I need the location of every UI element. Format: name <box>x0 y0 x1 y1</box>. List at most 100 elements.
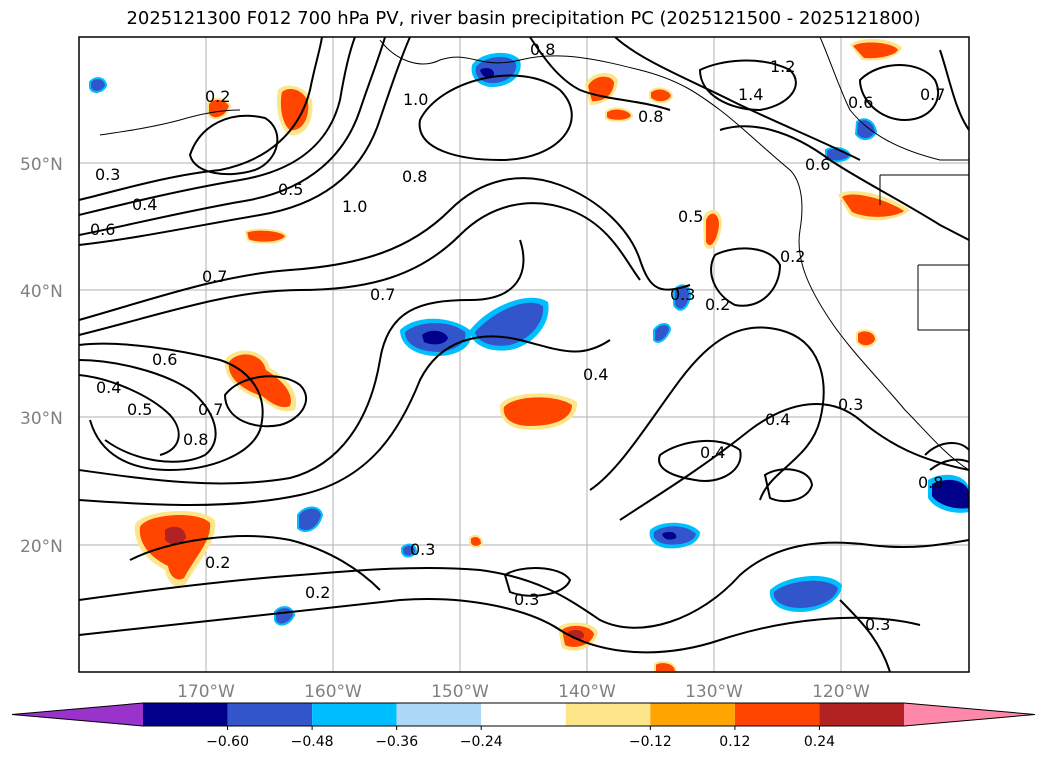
contour-label: 1.0 <box>342 197 367 216</box>
colorbar-tick-label: −0.24 <box>460 734 503 750</box>
positive-anomaly-blob <box>134 510 216 587</box>
negative-anomaly-blob <box>401 543 418 558</box>
contour-label: 0.6 <box>805 155 830 174</box>
colorbar-tick-label: 0.12 <box>719 734 750 750</box>
contour-label: 0.7 <box>202 267 227 286</box>
contour-label: 0.4 <box>700 443 725 462</box>
positive-anomaly-blob <box>850 38 902 61</box>
negative-anomaly-blob <box>470 297 549 351</box>
contour-label: 0.6 <box>152 350 177 369</box>
contour-label: 0.8 <box>638 107 663 126</box>
lon-label: 150°W <box>431 682 489 702</box>
contour-label: 0.3 <box>865 615 890 634</box>
positive-anomaly-blob <box>244 228 288 244</box>
colorbar-tick-label: −0.60 <box>206 734 249 750</box>
contour-label: 1.0 <box>403 90 428 109</box>
contour-label: 0.4 <box>583 365 608 384</box>
colorbar-tick-label: −0.12 <box>629 734 672 750</box>
positive-anomaly-blob <box>469 535 484 548</box>
positive-anomaly-blob <box>649 87 674 104</box>
contour-label: 0.3 <box>410 540 435 559</box>
lon-label: 160°W <box>304 682 362 702</box>
positive-anomaly-blob <box>856 329 878 348</box>
contour-label: 0.3 <box>670 285 695 304</box>
colorbar-tick-label: −0.36 <box>375 734 418 750</box>
negative-anomaly-blob <box>297 506 324 533</box>
contour-label: 0.8 <box>918 473 943 492</box>
negative-anomaly-blob <box>854 118 878 140</box>
contour-label: 0.5 <box>127 400 152 419</box>
positive-anomaly-blob <box>838 190 910 221</box>
pv-contours <box>78 36 970 673</box>
negative-anomaly-blob <box>928 474 969 513</box>
contour-label: 0.3 <box>514 590 539 609</box>
colorbar-cell <box>565 703 651 726</box>
map-frame <box>78 36 970 673</box>
contour-label: 0.4 <box>132 195 157 214</box>
positive-anomaly-blob <box>276 85 313 136</box>
contour-label: 0.5 <box>278 180 303 199</box>
contour-label: 0.3 <box>95 165 120 184</box>
colorbar-tick-label: 0.24 <box>804 734 835 750</box>
latitude-labels: 50°N 40°N 30°N 20°N <box>20 155 63 557</box>
map-panel: 0.2 0.8 1.0 1.2 1.4 0.6 0.7 0.8 0.3 0.4 … <box>78 36 970 673</box>
colorbar-extend-low <box>12 703 143 726</box>
positive-anomaly-blob <box>499 393 578 430</box>
negative-anomaly-blob <box>653 323 672 343</box>
contour-label: 0.6 <box>90 220 115 239</box>
contour-label: 0.3 <box>838 395 863 414</box>
map-title: 2025121300 F012 700 hPa PV, river basin … <box>126 8 921 29</box>
contour-label: 0.2 <box>705 295 730 314</box>
positive-anomaly-blob <box>224 350 297 412</box>
lat-label: 20°N <box>20 537 63 557</box>
contour-label: 0.8 <box>402 167 427 186</box>
lon-label: 170°W <box>177 682 235 702</box>
contour-label: 0.4 <box>765 410 790 429</box>
colorbar-cell <box>227 703 313 726</box>
contour-label: 1.2 <box>770 57 795 76</box>
contour-label: 0.8 <box>183 430 208 449</box>
colorbar-cell <box>481 703 566 726</box>
negative-anomaly-blob <box>769 575 842 612</box>
lon-label: 130°W <box>685 682 743 702</box>
lat-label: 30°N <box>20 409 63 429</box>
colorbar-cell <box>734 703 820 726</box>
colorbar-cell <box>650 703 735 726</box>
contour-labels: 0.2 0.8 1.0 1.2 1.4 0.6 0.7 0.8 0.3 0.4 … <box>90 40 945 634</box>
lon-label: 140°W <box>558 682 616 702</box>
colorbar: −0.60 −0.48 −0.36 −0.24 −0.12 0.12 0.24 <box>11 702 1036 750</box>
positive-anomaly-blob <box>605 107 634 122</box>
contour-label: 1.4 <box>738 85 763 104</box>
contour-label: 0.7 <box>370 285 395 304</box>
coastlines <box>99 36 970 471</box>
colorbar-extend-high <box>904 703 1035 726</box>
contour-label: 0.2 <box>205 87 230 106</box>
negative-anomaly-blob <box>673 284 692 311</box>
positive-anomaly-blob <box>207 98 232 120</box>
precip-shading <box>89 38 969 673</box>
contour-label: 0.8 <box>530 40 555 59</box>
colorbar-cell <box>312 703 397 726</box>
negative-anomaly-blob <box>400 318 471 357</box>
negative-anomaly-blob <box>89 77 108 93</box>
longitude-labels: 170°W 160°W 150°W 140°W 130°W 120°W <box>177 682 870 702</box>
positive-anomaly-blob <box>703 209 722 249</box>
contour-label: 0.7 <box>198 400 223 419</box>
contour-label: 0.2 <box>205 553 230 572</box>
colorbar-tick-label: −0.48 <box>291 734 334 750</box>
lat-label: 40°N <box>20 282 63 302</box>
lon-label: 120°W <box>812 682 870 702</box>
contour-label: 0.6 <box>848 93 873 112</box>
contour-label: 0.7 <box>920 85 945 104</box>
colorbar-cell <box>819 703 904 726</box>
colorbar-outline <box>11 702 1036 727</box>
contour-label: 0.5 <box>678 207 703 226</box>
negative-anomaly-blob <box>649 522 700 549</box>
lat-label: 50°N <box>20 155 63 175</box>
contour-label: 0.4 <box>96 378 121 397</box>
colorbar-cell <box>396 703 482 726</box>
contour-label: 0.2 <box>780 247 805 266</box>
contour-label: 0.2 <box>305 583 330 602</box>
colorbar-cell <box>143 703 228 726</box>
